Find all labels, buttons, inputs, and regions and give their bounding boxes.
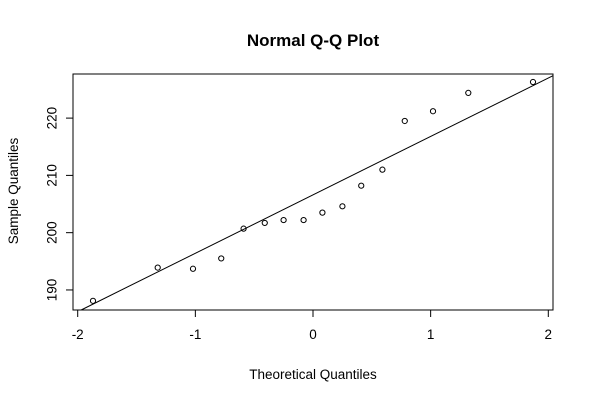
data-point <box>240 225 247 232</box>
y-tick-label: 220 <box>45 107 60 130</box>
data-point <box>401 117 408 125</box>
y-tick-label: 200 <box>45 221 60 244</box>
points-layer <box>89 78 537 304</box>
data-point <box>300 216 307 224</box>
data-point <box>154 264 161 271</box>
data-point <box>429 108 437 115</box>
y-axis: 190 200 210 220 <box>45 107 74 302</box>
x-axis-label: Theoretical Quantiles <box>249 367 377 382</box>
qq-reference-line <box>80 75 554 311</box>
data-point <box>280 216 287 224</box>
data-point <box>319 209 326 216</box>
y-tick-label: 210 <box>45 164 60 187</box>
data-point <box>529 78 537 86</box>
data-point <box>89 297 97 304</box>
data-point <box>339 203 346 210</box>
x-tick-label: 2 <box>545 327 553 342</box>
x-tick-label: -1 <box>189 327 201 342</box>
chart-title: Normal Q-Q Plot <box>247 31 380 50</box>
data-point <box>218 255 225 262</box>
plot-frame <box>72 73 554 311</box>
x-axis: -2 -1 0 1 2 <box>72 309 553 342</box>
x-tick-label: 0 <box>309 327 317 342</box>
data-point <box>261 219 268 227</box>
x-tick-label: -2 <box>72 327 84 342</box>
data-point <box>465 89 472 97</box>
y-tick-label: 190 <box>45 279 60 302</box>
y-axis-label: Sample Quantiles <box>6 137 21 244</box>
x-tick-label: 1 <box>427 327 435 342</box>
data-point <box>358 182 365 189</box>
data-point <box>379 166 386 173</box>
reference-line-layer <box>80 75 554 311</box>
data-point <box>189 265 197 272</box>
